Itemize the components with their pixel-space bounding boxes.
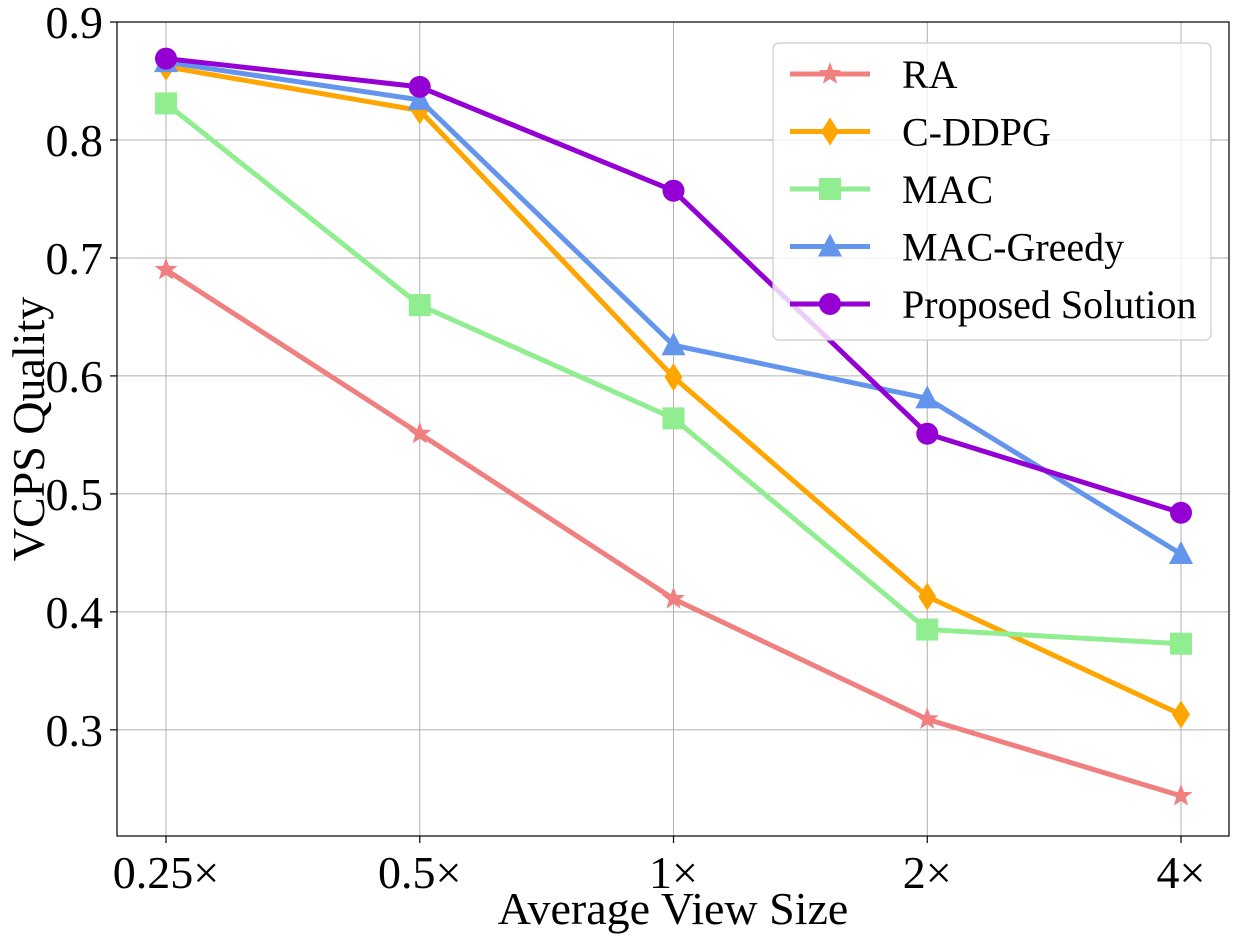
data-point-triangle: [1169, 541, 1193, 565]
y-tick-label: 0.7: [46, 233, 104, 284]
legend-label: RA: [902, 52, 958, 97]
data-point-circle: [1170, 501, 1192, 524]
y-tick-label: 0.8: [46, 115, 104, 166]
data-point-triangle: [661, 332, 686, 356]
y-axis-ticks: 0.3 0.4 0.5 0.6 0.7 0.8 0.9: [46, 0, 117, 756]
y-tick-label: 0.4: [46, 587, 104, 638]
legend-item: Proposed Solution: [790, 282, 1196, 327]
legend-item: MAC-Greedy: [790, 225, 1124, 270]
data-point-square: [408, 294, 431, 317]
legend-item: RA: [790, 52, 958, 97]
y-tick-label: 0.9: [46, 0, 104, 48]
legend-marker-star: [818, 62, 842, 84]
data-point-star: [662, 586, 685, 609]
legend-label: MAC: [902, 167, 993, 212]
data-point-circle: [155, 47, 177, 70]
data-point-diamond: [918, 582, 937, 611]
x-axis-title: Average View Size: [498, 883, 849, 934]
data-point-triangle: [915, 385, 940, 409]
data-point-circle: [408, 75, 431, 98]
y-axis-title: VCPS Quality: [3, 297, 54, 562]
legend-label: Proposed Solution: [902, 282, 1196, 327]
legend: RA C-DDPG MAC MAC-Greedy Proposed Solution: [772, 42, 1212, 341]
x-tick-label: 0.25×: [113, 847, 219, 898]
series-proposed-solution: [155, 47, 1192, 524]
legend-item: MAC: [790, 167, 993, 212]
legend-box: [772, 42, 1212, 341]
legend-label: MAC-Greedy: [902, 225, 1124, 270]
data-point-triangle: [407, 86, 432, 110]
series-layer: [154, 47, 1193, 806]
legend-item: C-DDPG: [790, 110, 1051, 155]
y-tick-label: 0.5: [46, 469, 104, 520]
x-tick-label: 2×: [903, 847, 952, 898]
y-tick-label: 0.3: [46, 705, 104, 756]
legend-label: C-DDPG: [902, 110, 1051, 155]
data-point-star: [915, 707, 939, 729]
legend-marker-circle: [819, 293, 841, 315]
data-point-circle: [662, 179, 685, 202]
data-point-diamond: [664, 363, 683, 392]
x-tick-label: 1×: [649, 847, 698, 898]
x-axis-ticks: 0.25× 0.5× 1× 2× 4×: [113, 836, 1206, 898]
series-mac: [155, 92, 1192, 655]
data-point-square: [662, 407, 685, 430]
data-point-star: [154, 257, 178, 280]
data-point-square: [916, 618, 939, 641]
data-point-square: [1170, 632, 1192, 655]
data-point-diamond: [1172, 700, 1190, 729]
legend-marker-square: [819, 178, 841, 200]
series-ra: [154, 257, 1193, 806]
legend-marker-diamond: [821, 117, 839, 146]
data-point-square: [155, 92, 177, 115]
x-tick-label: 0.5×: [378, 847, 461, 898]
legend-marker-triangle: [818, 233, 842, 257]
x-tick-label: 4×: [1157, 847, 1206, 898]
data-point-star: [408, 421, 432, 444]
y-tick-label: 0.6: [46, 351, 104, 402]
data-point-circle: [916, 422, 939, 445]
data-point-star: [1169, 783, 1193, 806]
